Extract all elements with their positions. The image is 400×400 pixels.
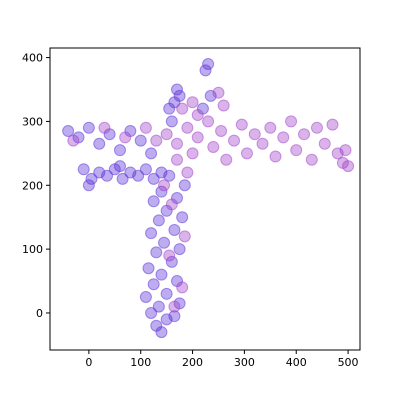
point [158, 236, 171, 249]
point [248, 128, 261, 141]
point [240, 147, 253, 160]
point [150, 246, 163, 259]
point [139, 163, 152, 176]
point [212, 86, 225, 99]
point [176, 211, 189, 224]
point [202, 57, 215, 70]
point [298, 128, 311, 141]
point [181, 121, 194, 134]
x-tick-label: 0 [85, 356, 92, 369]
point [191, 131, 204, 144]
point [139, 291, 152, 304]
point [171, 137, 184, 150]
point [93, 137, 106, 150]
point [98, 121, 111, 134]
x-tick-label: 200 [182, 356, 203, 369]
point [285, 115, 298, 128]
point [147, 278, 160, 291]
point [82, 179, 95, 192]
point [168, 310, 181, 323]
point [113, 160, 126, 173]
plot-frame [49, 47, 361, 351]
point [215, 125, 228, 138]
point [220, 153, 233, 166]
point [163, 169, 176, 182]
point [147, 172, 160, 185]
point [119, 131, 132, 144]
point [134, 134, 147, 147]
point [150, 134, 163, 147]
point [145, 227, 158, 240]
point [207, 140, 220, 153]
point [82, 121, 95, 134]
point [147, 195, 160, 208]
point [173, 89, 186, 102]
y-tick-label: 200 [22, 179, 43, 192]
point [165, 115, 178, 128]
x-tick-label: 400 [286, 356, 307, 369]
point [139, 121, 152, 134]
y-tick-label: 100 [22, 243, 43, 256]
point [155, 185, 168, 198]
point [116, 172, 129, 185]
point [326, 118, 339, 131]
x-tick-label: 300 [234, 356, 255, 369]
point [228, 134, 241, 147]
point [142, 262, 155, 275]
point [77, 163, 90, 176]
point [191, 109, 204, 122]
point [62, 125, 75, 138]
point [152, 300, 165, 313]
x-tick-label: 100 [130, 356, 151, 369]
point [269, 150, 282, 163]
point [67, 134, 80, 147]
point [145, 306, 158, 319]
y-tick-label: 300 [22, 115, 43, 128]
point [235, 118, 248, 131]
y-tick-label: 400 [22, 52, 43, 65]
point [160, 128, 173, 141]
point [277, 131, 290, 144]
y-tick-label: 0 [36, 307, 43, 320]
point [310, 121, 323, 134]
point [101, 169, 114, 182]
point [152, 214, 165, 227]
point [176, 281, 189, 294]
point [178, 230, 191, 243]
point [163, 249, 176, 262]
point [202, 115, 215, 128]
point [186, 147, 199, 160]
point [199, 64, 212, 77]
point [290, 144, 303, 157]
point [217, 99, 230, 112]
point [181, 166, 194, 179]
point [305, 153, 318, 166]
point [165, 198, 178, 211]
point [155, 268, 168, 281]
x-tick-label: 500 [338, 356, 359, 369]
point [160, 287, 173, 300]
point [85, 172, 98, 185]
point [113, 144, 126, 157]
point [256, 137, 269, 150]
point [318, 137, 331, 150]
point [176, 102, 189, 115]
point [132, 169, 145, 182]
point [171, 83, 184, 96]
point [145, 147, 158, 160]
point [264, 121, 277, 134]
point [339, 144, 352, 157]
point [168, 223, 181, 236]
point [171, 153, 184, 166]
point [342, 160, 355, 173]
point [163, 102, 176, 115]
point [186, 96, 199, 109]
point [150, 319, 163, 332]
point [168, 300, 181, 313]
point [158, 179, 171, 192]
point [178, 179, 191, 192]
point [173, 243, 186, 256]
point [165, 255, 178, 268]
